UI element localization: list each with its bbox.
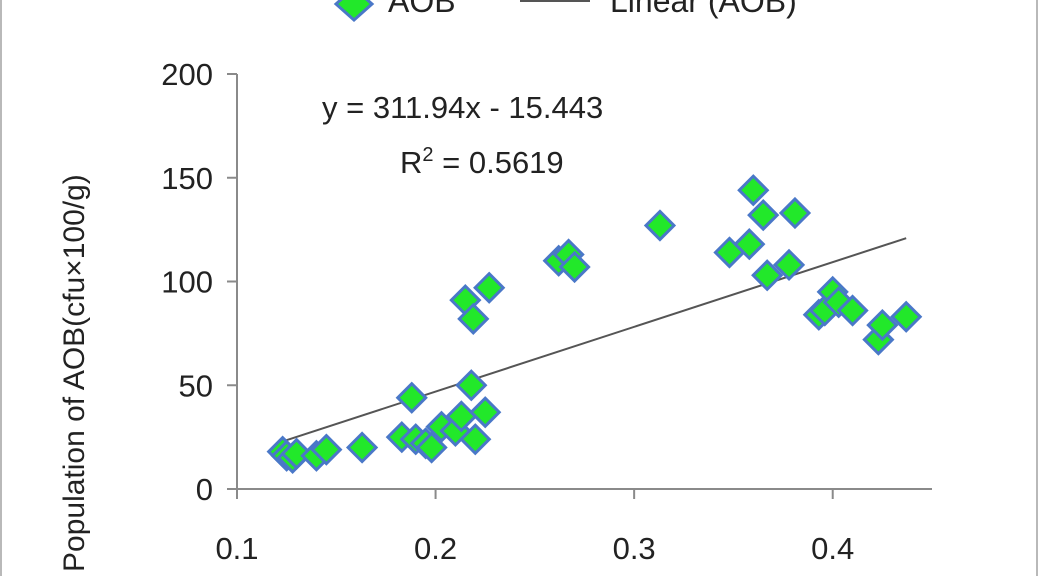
r2-suffix: = 0.5619	[434, 145, 564, 180]
trendline-equation: y = 311.94x - 15.443	[322, 90, 603, 125]
x-ticks: 0.1 0.2 0.3 0.4	[215, 489, 854, 566]
data-point	[280, 437, 313, 470]
data-points	[266, 174, 923, 474]
r2-superscript: 2	[422, 144, 433, 166]
x-tick-label: 0.4	[811, 531, 854, 566]
data-point	[866, 308, 899, 342]
data-point	[395, 381, 428, 414]
x-tick-label: 0.1	[215, 531, 258, 566]
data-point	[778, 196, 812, 230]
data-point	[751, 259, 784, 292]
data-point	[469, 396, 502, 429]
legend-marker-aob	[333, 0, 375, 23]
data-point	[836, 294, 869, 327]
trendline	[282, 237, 907, 443]
data-point	[345, 431, 379, 464]
data-point	[457, 302, 490, 335]
legend-label-linear: Linear (AOB)	[610, 0, 797, 19]
y-tick-label: 50	[179, 368, 213, 403]
legend: AOB Linear (AOB)	[333, 0, 797, 23]
data-point	[733, 228, 766, 261]
y-ticks: 0 50 100 150 200	[161, 57, 237, 507]
data-point	[643, 209, 677, 242]
data-point	[455, 369, 488, 402]
x-tick-label: 0.2	[414, 531, 457, 566]
data-point	[890, 300, 923, 333]
y-axis-label: Population of AOB(cfu×100/g)	[58, 174, 91, 572]
y-tick-label: 100	[161, 265, 213, 300]
y-tick-label: 150	[161, 161, 213, 196]
data-point	[747, 198, 780, 232]
data-point	[310, 433, 343, 466]
data-point	[459, 423, 492, 456]
data-point	[473, 271, 506, 304]
y-tick-label: 200	[161, 57, 213, 92]
y-tick-label: 0	[196, 472, 213, 507]
data-point	[558, 250, 591, 284]
r2-prefix: R	[400, 145, 422, 180]
data-point	[737, 174, 770, 207]
legend-label-aob: AOB	[388, 0, 456, 19]
trendline-r2: R2 = 0.5619	[400, 144, 564, 180]
data-point	[415, 431, 448, 464]
data-point	[772, 248, 806, 282]
x-tick-label: 0.3	[613, 531, 656, 566]
